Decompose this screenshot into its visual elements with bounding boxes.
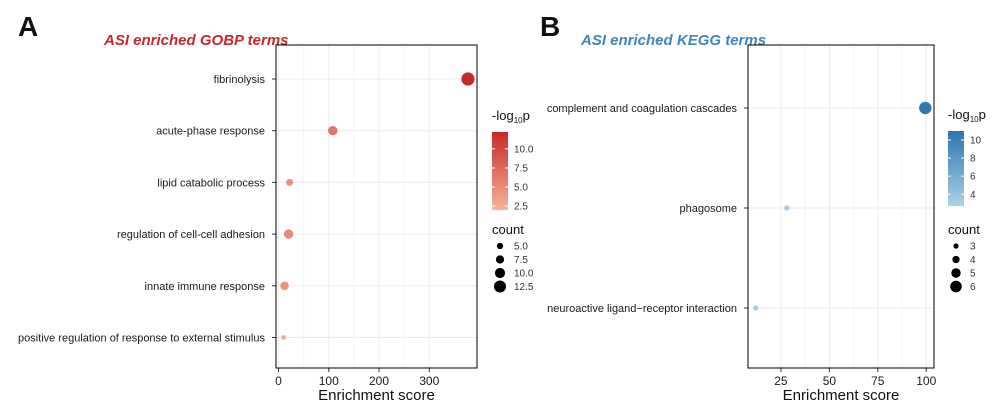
color-bar-label: 8	[970, 154, 976, 165]
y-tick-label: acute-phase response	[156, 126, 265, 138]
size-legend-dot	[493, 280, 507, 293]
size-legend-title: count	[948, 222, 980, 237]
data-point	[461, 72, 475, 86]
size-legend-label: 4	[970, 255, 976, 266]
size-legend-dot	[495, 255, 505, 264]
size-legend-dot	[953, 243, 959, 249]
x-tick-label: 75	[871, 374, 885, 388]
x-tick-label: 0	[275, 374, 282, 388]
size-legend-label: 5	[970, 269, 976, 280]
color-bar-label: 5.0	[514, 183, 528, 194]
plot-background	[748, 45, 934, 368]
y-tick-label: regulation of cell-cell adhesion	[117, 229, 265, 241]
plot-frame	[747, 44, 935, 369]
y-tick-label: neuroactive ligand−receptor interaction	[547, 303, 737, 315]
chart-gobp: fibrinolysis acute-phase response lipid ca…	[18, 44, 534, 404]
data-point	[784, 205, 790, 211]
data-point	[281, 335, 286, 340]
color-legend-title: -log10p	[492, 108, 530, 125]
x-tick-label: 25	[774, 374, 788, 388]
size-legend-dot	[951, 268, 961, 278]
x-axis-label: Enrichment score	[783, 387, 900, 404]
plot-background	[276, 45, 477, 368]
panel-b-letter: B	[540, 11, 560, 42]
color-bar-label: 10	[970, 136, 982, 147]
plot-frame	[275, 44, 478, 369]
color-bar-label: 10.0	[514, 144, 534, 155]
chart-kegg: complement and coagulation cascades phago…	[547, 44, 986, 404]
size-legend-label: 3	[970, 242, 976, 253]
y-tick-label: innate immune response	[145, 281, 265, 293]
x-tick-label: 100	[916, 374, 936, 388]
color-bar-label: 7.5	[514, 163, 528, 174]
y-tick-label: fibrinolysis	[214, 74, 266, 86]
data-point	[328, 126, 338, 136]
x-tick-label: 50	[823, 374, 837, 388]
color-bar	[948, 131, 964, 206]
y-tick-label: complement and coagulation cascades	[547, 103, 738, 115]
x-axis-label: Enrichment score	[318, 387, 435, 404]
color-legend-title: -log10p	[948, 107, 986, 124]
size-legend-dot	[952, 255, 960, 264]
x-tick-label: 200	[369, 374, 389, 388]
y-tick-label: positive regulation of response to exter…	[18, 333, 266, 345]
size-legend-title: count	[492, 222, 524, 237]
size-legend-label: 10.0	[514, 269, 534, 280]
data-point	[286, 178, 294, 186]
panel-b-title: ASI enriched KEGG terms	[580, 32, 766, 49]
color-bar	[492, 132, 508, 210]
color-bar-label: 2.5	[514, 202, 528, 213]
y-tick-label: phagosome	[680, 203, 738, 215]
data-point	[280, 281, 289, 291]
size-legend-dot	[494, 267, 506, 279]
data-point	[283, 229, 294, 239]
panel-a-letter: A	[18, 11, 38, 42]
data-point	[753, 305, 759, 311]
size-legend-dot	[496, 242, 504, 250]
y-tick-label: lipid catabolic process	[157, 177, 265, 189]
size-legend-label: 6	[970, 282, 976, 293]
size-legend-label: 12.5	[514, 282, 534, 293]
x-tick-label: 100	[319, 374, 339, 388]
x-tick-label: 300	[419, 374, 439, 388]
color-bar-label: 6	[970, 172, 976, 183]
size-legend-dot	[950, 280, 962, 293]
color-bar-label: 4	[970, 190, 976, 201]
data-point	[919, 101, 932, 115]
panel-a-title: ASI enriched GOBP terms	[103, 32, 289, 49]
size-legend-label: 5.0	[514, 242, 528, 253]
size-legend-label: 7.5	[514, 255, 528, 266]
